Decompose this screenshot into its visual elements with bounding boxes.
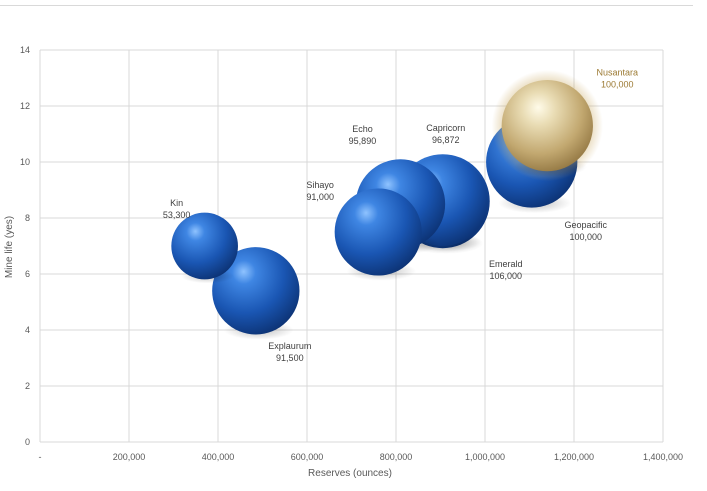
bubble-nusantara <box>501 79 593 172</box>
y-tick-label: 8 <box>25 213 30 223</box>
x-tick-label: 800,000 <box>380 452 413 462</box>
label-name-explaurum: Explaurum <box>268 341 311 351</box>
label-name-kin: Kin <box>170 198 183 208</box>
label-value-nusantara: 100,000 <box>601 80 634 90</box>
y-axis-ticks: 0 2 4 6 8 10 12 14 <box>20 45 30 447</box>
y-axis-title: Mine life (yes) <box>4 216 15 278</box>
label-value-sihayo: 91,000 <box>306 192 334 202</box>
x-tick-label: 1,200,000 <box>554 452 594 462</box>
x-axis-title: Reserves (ounces) <box>308 468 392 479</box>
y-tick-label: 14 <box>20 45 30 55</box>
x-axis-ticks: - 200,000 400,000 600,000 800,000 1,000,000 1,… <box>39 452 684 462</box>
label-value-capricorn: 96,872 <box>432 135 460 145</box>
y-tick-label: 2 <box>25 381 30 391</box>
y-tick-label: 0 <box>25 437 30 447</box>
label-name-nusantara: Nusantara <box>597 68 639 78</box>
x-tick-label: 600,000 <box>291 452 324 462</box>
label-name-capricorn: Capricorn <box>426 123 465 133</box>
x-tick-label: - <box>39 452 42 462</box>
x-tick-label: 200,000 <box>113 452 146 462</box>
bubble-sihayo <box>334 188 422 276</box>
label-name-emerald: Emerald <box>489 259 523 269</box>
x-tick-label: 1,000,000 <box>465 452 505 462</box>
bubble-explaurum <box>212 247 300 335</box>
label-name-echo: Echo <box>352 124 373 134</box>
bubble-kin <box>171 212 238 280</box>
chart-frame-top-border <box>0 5 693 6</box>
label-name-geopacific: Geopacific <box>564 220 607 230</box>
y-tick-label: 10 <box>20 157 30 167</box>
y-tick-label: 4 <box>25 325 30 335</box>
bubbles <box>171 69 603 340</box>
x-tick-label: 400,000 <box>202 452 235 462</box>
label-name-sihayo: Sihayo <box>306 180 334 190</box>
label-value-emerald: 106,000 <box>489 271 522 281</box>
label-value-kin: 53,300 <box>163 210 191 220</box>
y-tick-label: 6 <box>25 269 30 279</box>
label-value-geopacific: 100,000 <box>569 232 602 242</box>
label-value-explaurum: 91,500 <box>276 353 304 363</box>
x-tick-label: 1,400,000 <box>643 452 683 462</box>
y-tick-label: 12 <box>20 101 30 111</box>
bubble-labels: Kin 53,300 Explaurum 91,500 Sihayo 91,000 Echo… <box>163 68 638 363</box>
label-value-echo: 95,890 <box>349 136 377 146</box>
